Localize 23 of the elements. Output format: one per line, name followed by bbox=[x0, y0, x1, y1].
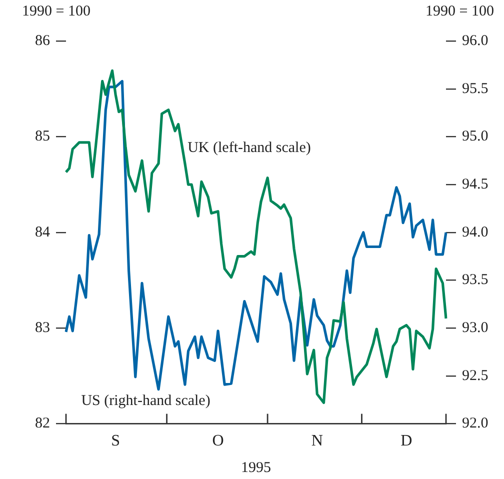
y-tick-label: 85 bbox=[35, 128, 50, 145]
y-tick-label: 84 bbox=[35, 224, 50, 240]
y-axis-title: 1990 = 100 bbox=[22, 3, 90, 20]
x-tick-label: O bbox=[212, 432, 224, 450]
y2-tick-label: 94.0 bbox=[462, 224, 488, 240]
y-tick-label: 83 bbox=[35, 320, 50, 336]
series-label: US (right-hand scale) bbox=[81, 392, 210, 409]
x-tick-label: N bbox=[311, 432, 324, 450]
y2-tick-label: 95.5 bbox=[462, 80, 488, 97]
y-tick-label: 86 bbox=[35, 32, 50, 49]
y2-tick-label: 92.0 bbox=[462, 416, 488, 432]
y2-tick-label: 94.5 bbox=[462, 176, 488, 192]
y2-tick-label: 93.5 bbox=[462, 272, 488, 288]
x-axis-title: 1995 bbox=[241, 460, 271, 476]
y2-tick-label: 93.0 bbox=[462, 320, 488, 336]
series-label: UK (left-hand scale) bbox=[188, 140, 311, 156]
y2-tick-label: 92.5 bbox=[462, 368, 488, 384]
y2-axis-title: 1990 = 100 bbox=[426, 3, 494, 20]
x-tick-label: S bbox=[111, 432, 120, 450]
y-tick-label: 82 bbox=[35, 416, 50, 432]
y2-tick-label: 96.0 bbox=[462, 32, 488, 49]
x-tick-label: D bbox=[400, 432, 412, 450]
y2-tick-label: 95.0 bbox=[462, 128, 488, 145]
